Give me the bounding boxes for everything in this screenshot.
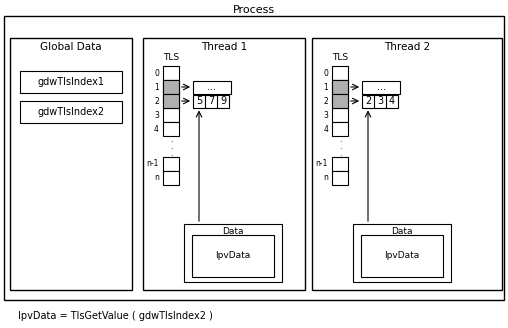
Text: IpvData: IpvData [215, 252, 250, 260]
Text: Thread 2: Thread 2 [384, 42, 430, 52]
Bar [332, 122, 348, 136]
Bar [332, 94, 348, 108]
Bar [163, 66, 179, 80]
Bar [332, 157, 348, 171]
Text: 2: 2 [154, 96, 159, 106]
Text: 7: 7 [208, 96, 214, 106]
Bar [332, 80, 348, 94]
Text: n-1: n-1 [315, 159, 328, 169]
Text: .: . [170, 149, 172, 158]
Text: 4: 4 [154, 125, 159, 133]
Text: 4: 4 [323, 125, 328, 133]
Text: 2: 2 [323, 96, 328, 106]
Bar [163, 94, 179, 108]
Text: 5: 5 [196, 96, 202, 106]
Text: 3: 3 [154, 111, 159, 119]
Bar [332, 80, 348, 94]
Bar [332, 66, 348, 80]
Text: .: . [339, 149, 341, 158]
Bar [332, 94, 348, 108]
Text: 0: 0 [323, 69, 328, 77]
Bar [312, 38, 502, 290]
Text: n: n [154, 174, 159, 182]
Bar [193, 80, 231, 93]
Bar [361, 235, 443, 277]
Text: 0: 0 [154, 69, 159, 77]
Text: 1: 1 [154, 83, 159, 92]
Text: .: . [339, 135, 341, 144]
Bar [163, 157, 179, 171]
Bar [332, 171, 348, 185]
Bar [163, 122, 179, 136]
Text: .: . [339, 142, 341, 151]
Text: gdwTlsIndex1: gdwTlsIndex1 [38, 77, 105, 87]
Text: Data: Data [391, 227, 412, 236]
Bar [163, 80, 179, 94]
Text: .: . [170, 135, 172, 144]
Text: 9: 9 [220, 96, 226, 106]
Bar [163, 108, 179, 122]
Text: Data: Data [223, 227, 244, 236]
Bar [10, 38, 132, 290]
Text: 1: 1 [323, 83, 328, 92]
Text: ...: ... [376, 82, 386, 92]
Text: 4: 4 [389, 96, 395, 106]
Text: Thread 1: Thread 1 [201, 42, 247, 52]
Text: 3: 3 [377, 96, 383, 106]
Text: 3: 3 [323, 111, 328, 119]
Text: gdwTlsIndex2: gdwTlsIndex2 [38, 107, 105, 117]
Bar [193, 94, 229, 108]
Text: 2: 2 [365, 96, 371, 106]
Text: .: . [170, 142, 172, 151]
Text: Process: Process [233, 5, 275, 15]
Bar [163, 94, 179, 108]
Bar [20, 101, 122, 123]
Bar [332, 108, 348, 122]
Text: n: n [323, 174, 328, 182]
Bar [143, 38, 305, 290]
Bar [184, 224, 282, 282]
Bar [362, 94, 398, 108]
Text: TLS: TLS [332, 53, 348, 63]
Text: IpvData = TlsGetValue ( gdwTlsIndex2 ): IpvData = TlsGetValue ( gdwTlsIndex2 ) [18, 311, 213, 321]
Bar [362, 80, 400, 93]
Bar [353, 224, 451, 282]
Bar [163, 80, 179, 94]
Text: n-1: n-1 [147, 159, 159, 169]
Text: IpvData: IpvData [385, 252, 420, 260]
Text: TLS: TLS [163, 53, 179, 63]
Bar [4, 16, 504, 300]
Text: Global Data: Global Data [40, 42, 102, 52]
Bar [20, 71, 122, 93]
Bar [163, 171, 179, 185]
Bar [192, 235, 274, 277]
Text: ...: ... [207, 82, 216, 92]
